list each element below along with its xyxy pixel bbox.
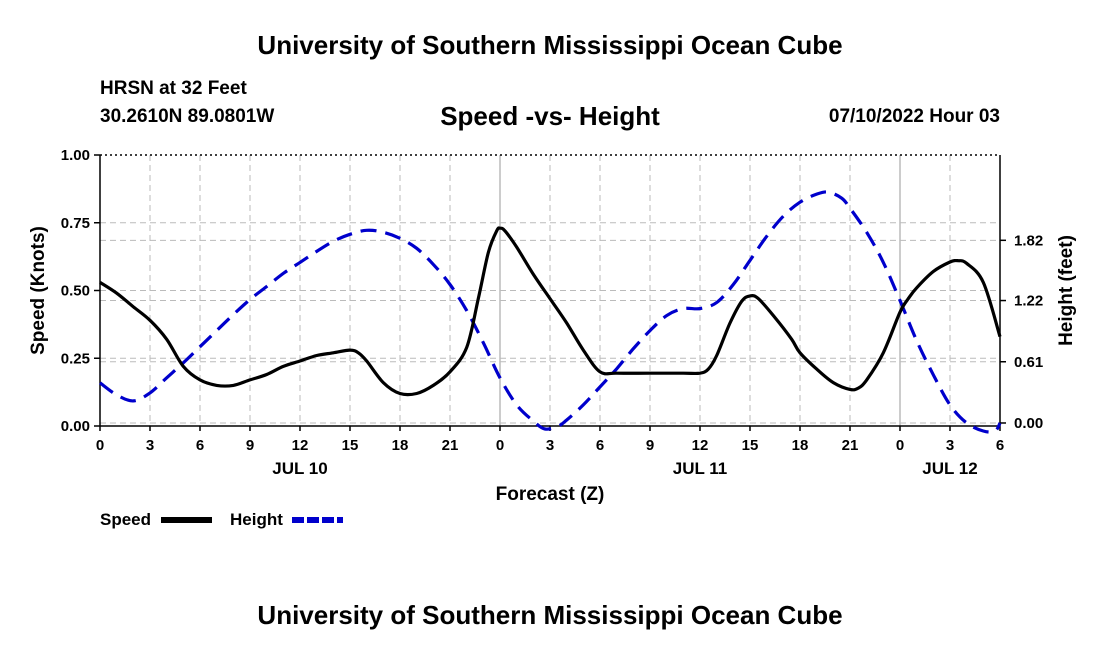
y-right-tick-label: 0.61 xyxy=(1014,354,1043,371)
y-right-tick-label: 0.00 xyxy=(1014,415,1043,432)
speed-series-line xyxy=(99,226,1002,397)
x-tick-label: 21 xyxy=(842,437,859,454)
station-label: HRSN at 32 Feet xyxy=(100,78,247,99)
station-coordinates: 30.2610N 89.0801W xyxy=(100,106,275,127)
footer-title: University of Southern Mississippi Ocean… xyxy=(257,600,843,630)
x-axis-title: Forecast (Z) xyxy=(496,484,605,505)
x-tick-label: 12 xyxy=(692,437,709,454)
x-tick-label: 3 xyxy=(946,437,954,454)
x-tick-label: 9 xyxy=(646,437,654,454)
height-series-line xyxy=(99,190,1002,434)
chart-axes xyxy=(94,154,1006,431)
y-right-tick-label: 1.22 xyxy=(1014,293,1043,310)
x-tick-label: 18 xyxy=(392,437,409,454)
x-tick-label: 6 xyxy=(196,437,204,454)
y-right-axis-title: Height (feet) xyxy=(1056,235,1077,346)
x-tick-label: 21 xyxy=(442,437,459,454)
chart-main-title: University of Southern Mississippi Ocean… xyxy=(257,30,843,60)
y-left-axis-title: Speed (Knots) xyxy=(28,226,49,355)
x-tick-label: 3 xyxy=(146,437,154,454)
y-left-tick-label: 0.25 xyxy=(61,350,90,367)
x-tick-label: 0 xyxy=(496,437,504,454)
data-series xyxy=(99,190,1002,434)
date-label: JUL 12 xyxy=(922,459,977,478)
x-tick-label: 0 xyxy=(896,437,904,454)
x-tick-label: 0 xyxy=(96,437,104,454)
legend-height-label: Height xyxy=(230,510,283,529)
y-right-tick-label: 1.82 xyxy=(1014,232,1043,249)
x-tick-label: 12 xyxy=(292,437,309,454)
x-tick-label: 3 xyxy=(546,437,554,454)
y-left-tick-label: 1.00 xyxy=(61,147,90,164)
x-tick-label: 15 xyxy=(342,437,359,454)
axis-labels: 0 3 6 9 12 15 18 21 0 3 6 9 12 15 18 21 0 3 6 JUL 10 JUL 11 J… xyxy=(28,147,1077,523)
x-tick-label: 18 xyxy=(792,437,809,454)
x-tick-label: 9 xyxy=(246,437,254,454)
x-tick-label: 15 xyxy=(742,437,759,454)
chart-subtitle: Speed -vs- Height xyxy=(440,101,660,131)
forecast-run-time: 07/10/2022 Hour 03 xyxy=(828,106,1000,127)
date-label: JUL 10 xyxy=(272,459,327,478)
x-tick-label: 6 xyxy=(996,437,1004,454)
x-tick-label: 6 xyxy=(596,437,604,454)
y-left-tick-label: 0.50 xyxy=(61,283,90,300)
date-label: JUL 11 xyxy=(673,459,728,478)
y-left-tick-label: 0.75 xyxy=(61,215,90,232)
legend-speed-label: Speed xyxy=(100,510,152,529)
y-left-tick-label: 0.00 xyxy=(61,418,90,435)
